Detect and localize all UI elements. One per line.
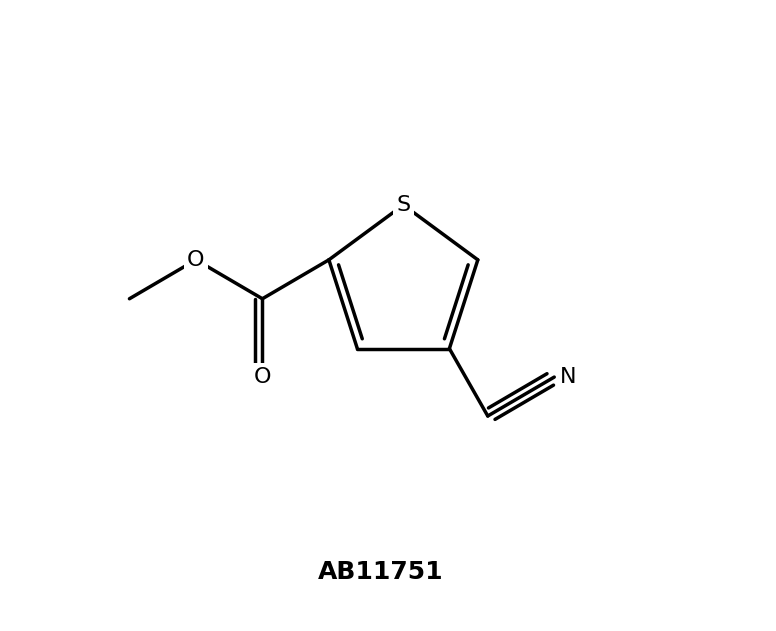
Text: O: O [187,250,205,270]
Text: N: N [559,367,577,387]
Text: O: O [254,367,271,387]
Text: S: S [397,195,411,215]
Text: AB11751: AB11751 [317,560,443,584]
